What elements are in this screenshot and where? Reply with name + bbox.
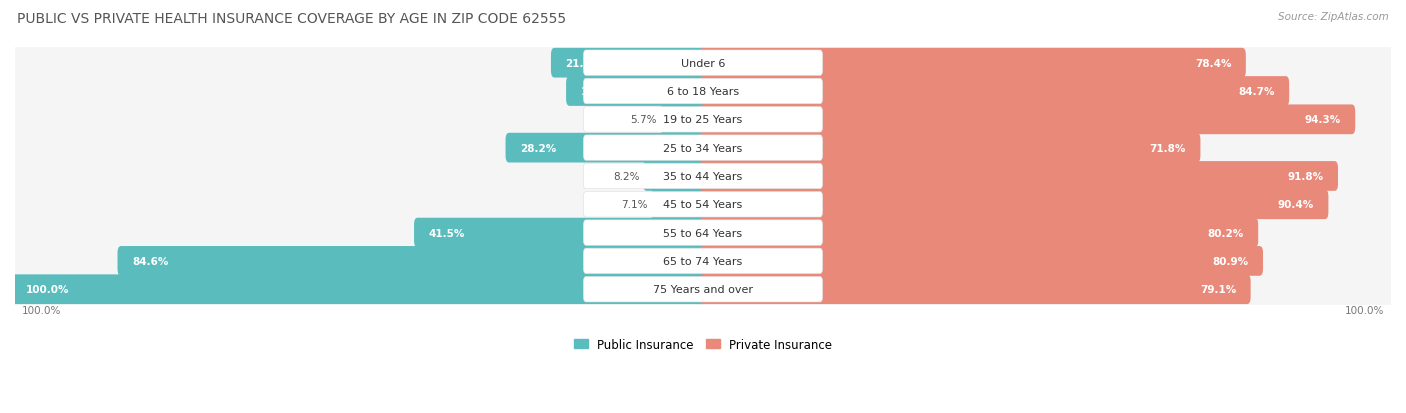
FancyBboxPatch shape <box>13 269 1393 312</box>
FancyBboxPatch shape <box>13 213 1393 255</box>
FancyBboxPatch shape <box>583 107 823 133</box>
Text: 21.6%: 21.6% <box>565 59 602 69</box>
Text: 84.6%: 84.6% <box>132 256 169 266</box>
FancyBboxPatch shape <box>413 218 706 248</box>
Text: 25 to 34 Years: 25 to 34 Years <box>664 143 742 153</box>
Text: 28.2%: 28.2% <box>520 143 557 153</box>
Text: 5.7%: 5.7% <box>630 115 657 125</box>
FancyBboxPatch shape <box>583 277 823 302</box>
Text: 6 to 18 Years: 6 to 18 Years <box>666 87 740 97</box>
Text: 84.7%: 84.7% <box>1239 87 1275 97</box>
FancyBboxPatch shape <box>661 105 706 135</box>
FancyBboxPatch shape <box>551 49 706 78</box>
FancyBboxPatch shape <box>13 128 1393 171</box>
Text: 100.0%: 100.0% <box>25 285 69 294</box>
Text: 8.2%: 8.2% <box>613 171 640 182</box>
Legend: Public Insurance, Private Insurance: Public Insurance, Private Insurance <box>569 333 837 356</box>
FancyBboxPatch shape <box>700 133 1201 163</box>
FancyBboxPatch shape <box>506 133 706 163</box>
FancyBboxPatch shape <box>583 164 823 189</box>
Text: 65 to 74 Years: 65 to 74 Years <box>664 256 742 266</box>
FancyBboxPatch shape <box>700 49 1246 78</box>
FancyBboxPatch shape <box>651 190 706 220</box>
Text: 19.4%: 19.4% <box>581 87 617 97</box>
Text: 75 Years and over: 75 Years and over <box>652 285 754 294</box>
Text: 94.3%: 94.3% <box>1305 115 1341 125</box>
Text: 79.1%: 79.1% <box>1199 285 1236 294</box>
Text: 71.8%: 71.8% <box>1150 143 1187 153</box>
FancyBboxPatch shape <box>11 212 1395 254</box>
Text: 41.5%: 41.5% <box>429 228 465 238</box>
FancyBboxPatch shape <box>11 99 1395 141</box>
FancyBboxPatch shape <box>700 105 1355 135</box>
Text: 78.4%: 78.4% <box>1195 59 1232 69</box>
FancyBboxPatch shape <box>13 43 1393 86</box>
Text: Under 6: Under 6 <box>681 59 725 69</box>
Text: 19 to 25 Years: 19 to 25 Years <box>664 115 742 125</box>
FancyBboxPatch shape <box>11 275 706 304</box>
Text: PUBLIC VS PRIVATE HEALTH INSURANCE COVERAGE BY AGE IN ZIP CODE 62555: PUBLIC VS PRIVATE HEALTH INSURANCE COVER… <box>17 12 567 26</box>
FancyBboxPatch shape <box>567 77 706 107</box>
FancyBboxPatch shape <box>583 192 823 218</box>
FancyBboxPatch shape <box>700 247 1263 276</box>
Text: 91.8%: 91.8% <box>1288 171 1323 182</box>
FancyBboxPatch shape <box>583 135 823 161</box>
FancyBboxPatch shape <box>11 43 1395 85</box>
Text: 80.9%: 80.9% <box>1212 256 1249 266</box>
Text: 35 to 44 Years: 35 to 44 Years <box>664 171 742 182</box>
FancyBboxPatch shape <box>700 190 1329 220</box>
Text: 55 to 64 Years: 55 to 64 Years <box>664 228 742 238</box>
FancyBboxPatch shape <box>700 218 1258 248</box>
FancyBboxPatch shape <box>13 156 1393 199</box>
FancyBboxPatch shape <box>13 100 1393 142</box>
FancyBboxPatch shape <box>700 275 1251 304</box>
FancyBboxPatch shape <box>583 220 823 246</box>
FancyBboxPatch shape <box>583 79 823 104</box>
FancyBboxPatch shape <box>11 268 1395 311</box>
FancyBboxPatch shape <box>11 71 1395 113</box>
Text: 7.1%: 7.1% <box>621 200 647 210</box>
Text: 80.2%: 80.2% <box>1208 228 1244 238</box>
FancyBboxPatch shape <box>583 249 823 274</box>
FancyBboxPatch shape <box>13 241 1393 283</box>
FancyBboxPatch shape <box>700 162 1339 191</box>
FancyBboxPatch shape <box>700 77 1289 107</box>
FancyBboxPatch shape <box>13 71 1393 114</box>
FancyBboxPatch shape <box>643 162 706 191</box>
Text: 100.0%: 100.0% <box>22 305 62 315</box>
FancyBboxPatch shape <box>11 184 1395 226</box>
FancyBboxPatch shape <box>11 155 1395 197</box>
FancyBboxPatch shape <box>118 247 706 276</box>
FancyBboxPatch shape <box>11 240 1395 282</box>
Text: Source: ZipAtlas.com: Source: ZipAtlas.com <box>1278 12 1389 22</box>
Text: 45 to 54 Years: 45 to 54 Years <box>664 200 742 210</box>
FancyBboxPatch shape <box>583 51 823 76</box>
Text: 90.4%: 90.4% <box>1278 200 1315 210</box>
FancyBboxPatch shape <box>11 127 1395 169</box>
FancyBboxPatch shape <box>13 184 1393 227</box>
Text: 100.0%: 100.0% <box>1344 305 1384 315</box>
